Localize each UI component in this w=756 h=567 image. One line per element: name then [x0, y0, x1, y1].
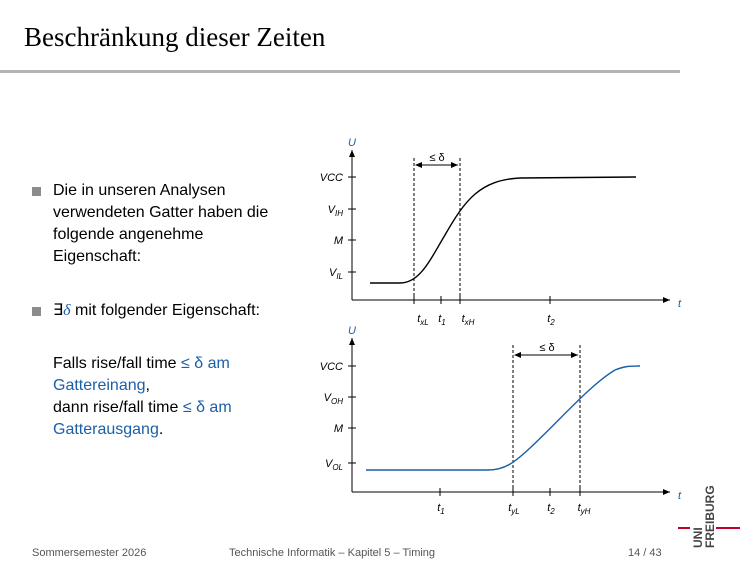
- x-label: tyL: [508, 502, 520, 516]
- x-label: txH: [462, 313, 475, 327]
- label-sub: 2: [549, 318, 555, 327]
- x-label: tyH: [578, 502, 591, 516]
- label: V: [324, 392, 333, 404]
- label-sub: OH: [331, 397, 343, 406]
- label-sub: 1: [440, 507, 444, 516]
- text: ,: [145, 377, 150, 394]
- label: t: [547, 502, 551, 514]
- footer-page: 14 / 43: [628, 547, 662, 559]
- label-sub: IH: [335, 209, 343, 218]
- label-sub: IL: [336, 272, 343, 281]
- label-sub: yH: [580, 507, 591, 516]
- signal-curve: [370, 176, 637, 284]
- label: t: [437, 502, 441, 514]
- text: Falls rise/fall time: [53, 355, 182, 372]
- y-label: VCC: [320, 172, 343, 184]
- logo-text: FREIBURG: [703, 485, 717, 548]
- label: V: [329, 267, 338, 279]
- delta-label: ≤ δ: [539, 342, 554, 354]
- bullet: [32, 187, 41, 196]
- text: mit folgender Eigenschaft:: [70, 302, 260, 319]
- text: .: [158, 421, 164, 438]
- highlight: ≤ δ am Gattereinang: [53, 355, 230, 394]
- axis-label: t: [678, 490, 682, 502]
- label: t: [508, 502, 512, 514]
- label-sub: 1: [441, 318, 445, 327]
- y-label: VIL: [329, 267, 343, 281]
- y-label: VOL: [325, 458, 343, 472]
- label: VCC: [320, 361, 343, 373]
- label-sub: OL: [332, 463, 343, 472]
- label-sub: 2: [549, 507, 555, 516]
- footer-center: Technische Informatik – Kapitel 5 – Timi…: [229, 547, 436, 559]
- axis-label: t: [678, 298, 682, 310]
- footer-left: Sommersemester 2026: [32, 547, 147, 559]
- delta-label: ≤ δ: [429, 152, 444, 164]
- y-label: VIH: [328, 204, 344, 218]
- axis-label: U: [348, 137, 356, 149]
- slide-title: Beschränkung dieser Zeiten: [24, 22, 326, 52]
- x-label: t2: [547, 313, 555, 327]
- label: M: [334, 423, 344, 435]
- logo-text: UNI: [691, 527, 705, 548]
- logo: UNI FREIBURG: [678, 485, 740, 548]
- label: V: [328, 204, 337, 216]
- math: ∃: [53, 302, 64, 319]
- label-sub: xL: [419, 318, 428, 327]
- label: t: [578, 502, 582, 514]
- bullet-detail: Falls rise/fall time ≤ δ am Gattereinang…: [53, 353, 281, 441]
- label: V: [325, 458, 334, 470]
- axis-label: U: [348, 325, 356, 337]
- signal-curve: [366, 365, 641, 471]
- bullet: [32, 307, 41, 316]
- y-label: VOH: [324, 392, 344, 406]
- label: M: [334, 235, 344, 247]
- label: t: [438, 313, 442, 325]
- label: VCC: [320, 172, 343, 184]
- diagram-input: [348, 150, 670, 304]
- math: δ: [63, 302, 71, 319]
- label-sub: xH: [464, 318, 475, 327]
- bullet-text: ∃δ mit folgender Eigenschaft:: [53, 300, 281, 322]
- text: dann rise/fall time: [53, 399, 183, 416]
- y-label: M: [334, 235, 344, 247]
- label: t: [462, 313, 466, 325]
- label: t: [417, 313, 421, 325]
- highlight: ≤ δ am Gatterausgang: [53, 399, 232, 438]
- x-label: txL: [417, 313, 429, 327]
- bullet-text: Die in unseren Analysen verwendeten Gatt…: [53, 182, 269, 265]
- y-label: M: [334, 423, 344, 435]
- y-label: VCC: [320, 361, 343, 373]
- diagram-output: [348, 338, 670, 496]
- label-sub: yL: [510, 507, 519, 516]
- title-rule: [0, 70, 680, 73]
- label: t: [547, 313, 551, 325]
- x-label: t2: [547, 502, 555, 516]
- x-label: t1: [437, 502, 445, 516]
- x-label: t1: [438, 313, 446, 327]
